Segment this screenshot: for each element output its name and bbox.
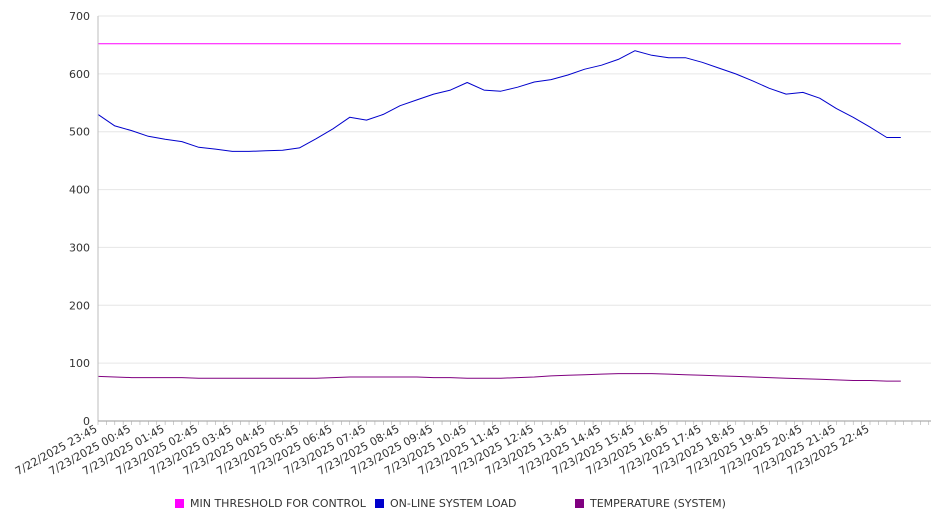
y-tick-label: 600: [69, 68, 90, 81]
series-line-1: [97, 50, 901, 152]
series-line-2: [97, 373, 901, 382]
y-tick-label: 500: [69, 126, 90, 139]
grid-lines: [98, 15, 931, 364]
y-tick-label: 300: [69, 241, 90, 254]
legend-item-min-threshold: MIN THRESHOLD FOR CONTROL: [175, 497, 366, 510]
series-lines: [97, 43, 901, 382]
legend-label-system-load: ON-LINE SYSTEM LOAD: [390, 497, 517, 510]
y-tick-labels: 0 100 200 300 400 500 600 700: [69, 10, 90, 428]
legend-label-min-threshold: MIN THRESHOLD FOR CONTROL: [190, 497, 366, 510]
y-tick-label: 400: [69, 184, 90, 197]
y-tick-label: 200: [69, 299, 90, 312]
y-tick-label: 0: [83, 415, 90, 428]
legend-item-temperature: TEMPERATURE (SYSTEM): [575, 497, 726, 510]
x-tick-labels: 7/22/2025 23:457/23/2025 00:457/23/2025 …: [13, 422, 871, 478]
y-tick-label: 700: [69, 10, 90, 23]
legend: MIN THRESHOLD FOR CONTROL ON-LINE SYSTEM…: [0, 497, 946, 515]
legend-item-system-load: ON-LINE SYSTEM LOAD: [375, 497, 516, 510]
axes: [97, 16, 931, 425]
legend-swatch-magenta-icon: [175, 499, 184, 508]
y-tick-label: 100: [69, 357, 90, 370]
legend-swatch-blue-icon: [375, 499, 384, 508]
legend-swatch-purple-icon: [575, 499, 584, 508]
legend-label-temperature: TEMPERATURE (SYSTEM): [590, 497, 726, 510]
